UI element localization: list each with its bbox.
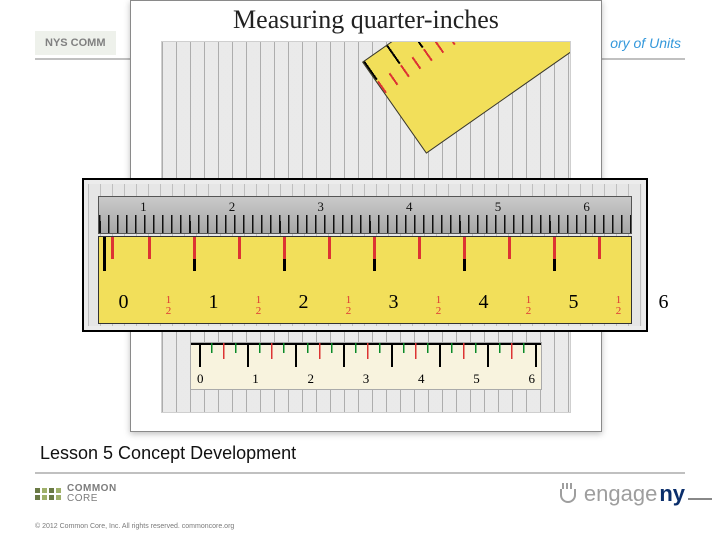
- ny-text: ny: [659, 481, 685, 507]
- metal-ruler: 1 2 3 4 5 6: [98, 196, 632, 234]
- footer-bar: COMMON CORE engageny: [35, 472, 685, 514]
- cc-text-bottom: CORE: [67, 494, 117, 504]
- quarter-inch-ruler: 0 1 2 3 4 5 6: [190, 342, 542, 390]
- metal-ruler-numbers: 1 2 3 4 5 6: [99, 199, 631, 215]
- common-core-icon: [35, 488, 61, 500]
- card-title: Measuring quarter-inches: [131, 5, 601, 35]
- cup-icon: [556, 483, 578, 505]
- angled-ruler: [362, 41, 571, 154]
- lesson-title: Lesson 5 Concept Development: [40, 443, 296, 464]
- curriculum-tag: NYS COMM: [35, 31, 116, 55]
- engage-text: engage: [584, 481, 657, 507]
- yellow-ruler: 0 12 1 12 2 12 3 12 4 12 5 12 6: [98, 236, 632, 324]
- page-number-dash: [688, 498, 712, 500]
- ruler-photo: 1 2 3 4 5 6 0 12 1 12 2 12 3 12 4 12 5 1…: [82, 178, 648, 332]
- copyright-text: © 2012 Common Core, Inc. All rights rese…: [35, 523, 234, 530]
- yellow-ruler-numbers: 0 12 1 12 2 12 3 12 4 12 5 12 6: [99, 291, 631, 317]
- unit-subtitle: ory of Units: [610, 35, 685, 51]
- engageny-logo: engageny: [556, 481, 685, 507]
- mini-ruler-numbers: 0 1 2 3 4 5 6: [191, 371, 541, 387]
- common-core-logo: COMMON CORE: [35, 484, 117, 504]
